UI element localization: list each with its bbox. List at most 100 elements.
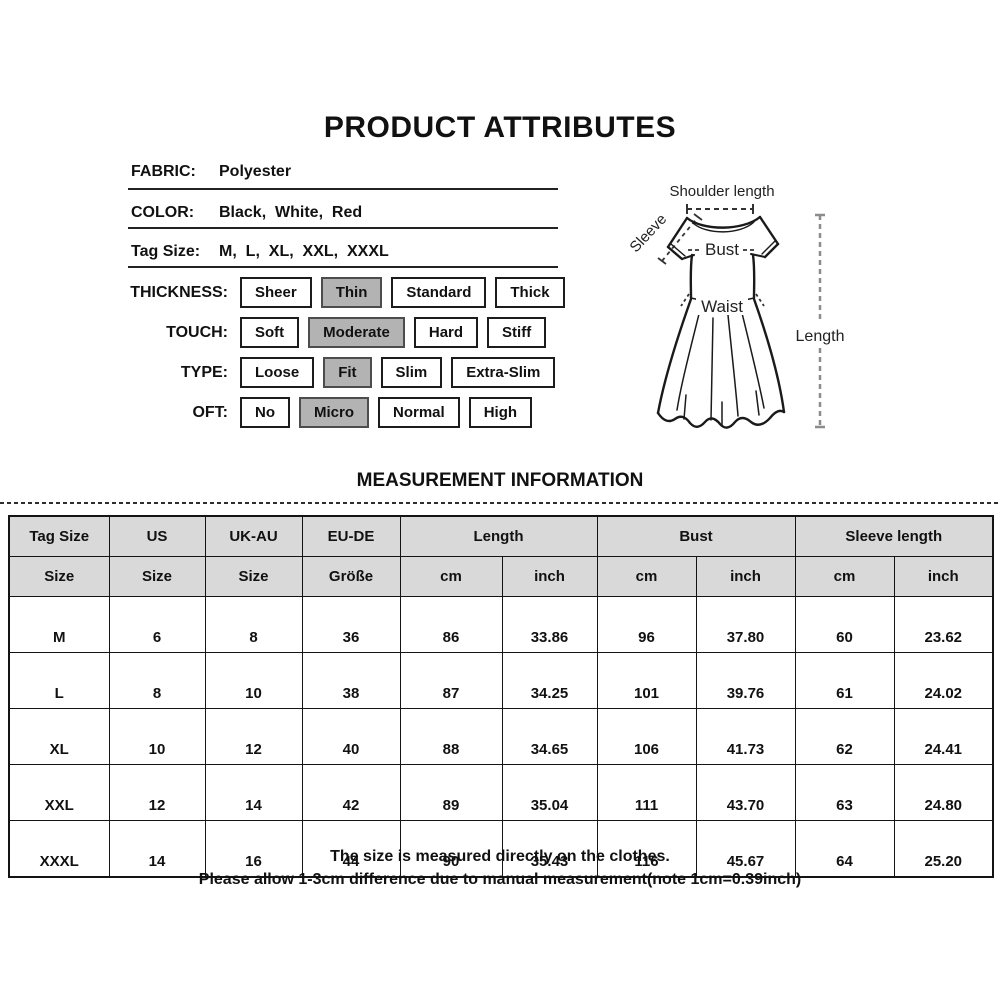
table-cell: M: [8, 596, 110, 653]
sleeve-label: Sleeve: [627, 211, 671, 256]
col-group-header: Sleeve length: [794, 515, 994, 557]
option-row: TOUCH: Soft Moderate Hard Stiff: [0, 317, 580, 348]
table-cell: 89: [399, 764, 503, 821]
choice-button-slim[interactable]: Slim: [380, 357, 443, 388]
table-cell: 86: [399, 596, 503, 653]
option-label: OFT:: [192, 404, 228, 421]
spec-row: Tag Size: M, L, XL, XXL, XXXL: [128, 240, 558, 268]
col-sub-header: inch: [893, 556, 994, 597]
choice-button-normal[interactable]: Normal: [378, 397, 460, 428]
table-cell: 24.41: [893, 708, 994, 765]
choice-button-micro[interactable]: Micro: [299, 397, 370, 428]
measurement-note: Please allow 1-3cm difference due to man…: [198, 871, 802, 888]
table-cell: 64: [794, 820, 895, 878]
table-cell: 39.76: [695, 652, 796, 709]
table-cell: 41.73: [695, 708, 796, 765]
table-cell: 62: [794, 708, 895, 765]
table-cell: 33.86: [501, 596, 598, 653]
table-cell: 45.67: [695, 820, 796, 878]
table-cell: 43.70: [695, 764, 796, 821]
spec-value: Polyester: [219, 163, 292, 180]
choice-button-standard[interactable]: Standard: [391, 277, 487, 308]
option-choices: No Micro Normal High: [240, 397, 533, 428]
spec-row: FABRIC: Polyester: [128, 160, 558, 190]
measurement-title: MEASUREMENT INFORMATION: [356, 470, 644, 491]
col-group-header: Bust: [596, 515, 796, 557]
table-cell: 34.25: [501, 652, 598, 709]
option-row: OFT: No Micro Normal High: [0, 397, 580, 428]
col-sub-header: inch: [501, 556, 598, 597]
table-row: XXXL 14 16 44 90 35.43 116 45.67 64 25.20: [8, 820, 994, 878]
choice-button-high[interactable]: High: [468, 397, 533, 428]
table-cell: 60: [794, 596, 895, 653]
table-cell: 8: [108, 652, 206, 709]
table-cell: 10: [204, 652, 303, 709]
spec-row: COLOR: Black, White, Red: [128, 201, 558, 229]
col-group-header: EU-DE: [301, 515, 401, 557]
table-cell: 14: [108, 820, 206, 878]
table-cell: 10: [108, 708, 206, 765]
table-cell: 90: [399, 820, 503, 878]
option-row: TYPE: Loose Fit Slim Extra-Slim: [0, 357, 580, 388]
measurement-note: The size is measured directly on the clo…: [330, 848, 670, 865]
table-cell: XXL: [8, 764, 110, 821]
col-sub-header: inch: [695, 556, 796, 597]
size-table: Tag Size US UK-AU EU-DE Length Bust Sleeve len…: [8, 515, 995, 878]
choice-button-hard[interactable]: Hard: [413, 317, 479, 348]
waist-label: Waist: [701, 297, 743, 316]
choice-button-thin[interactable]: Thin: [320, 277, 383, 308]
table-cell: 24.02: [893, 652, 994, 709]
choice-button-soft[interactable]: Soft: [240, 317, 300, 348]
bust-label: Bust: [705, 240, 739, 259]
option-choices: Soft Moderate Hard Stiff: [240, 317, 547, 348]
table-cell: 37.80: [695, 596, 796, 653]
choice-button-fit[interactable]: Fit: [323, 357, 372, 388]
col-group-header: US: [108, 515, 206, 557]
col-sub-header: cm: [794, 556, 895, 597]
col-sub-header: Größe: [301, 556, 401, 597]
col-sub-header: cm: [399, 556, 503, 597]
table-cell: 6: [108, 596, 206, 653]
dress-measurement-diagram: Shoulder length Sleeve: [627, 183, 845, 429]
choice-button-loose[interactable]: Loose: [240, 357, 315, 388]
col-sub-header: Size: [108, 556, 206, 597]
length-label: Length: [796, 328, 845, 345]
table-cell: 88: [399, 708, 503, 765]
table-row: XL 10 12 40 88 34.65 106 41.73 62 24.41: [8, 708, 994, 765]
table-cell: 40: [301, 708, 401, 765]
col-sub-header: Size: [8, 556, 110, 597]
col-sub-header: cm: [596, 556, 697, 597]
table-cell: 16: [204, 820, 303, 878]
col-sub-header: Size: [204, 556, 303, 597]
option-list: THICKNESS: Sheer Thin Standard Thick TOUCH: So…: [0, 277, 580, 437]
spec-label: FABRIC:: [131, 163, 196, 180]
table-row: M 6 8 36 86 33.86 96 37.80 60 23.62: [8, 596, 994, 653]
spec-list: FABRIC: Polyester COLOR: Black, White, Red T…: [128, 160, 558, 279]
shoulder-length-label: Shoulder length: [669, 183, 774, 200]
table-cell: L: [8, 652, 110, 709]
choice-button-thick[interactable]: Thick: [495, 277, 565, 308]
option-row: THICKNESS: Sheer Thin Standard Thick: [0, 277, 580, 308]
table-cell: 61: [794, 652, 895, 709]
table-cell: 116: [596, 820, 697, 878]
choice-button-moderate[interactable]: Moderate: [308, 317, 405, 348]
table-cell: 35.04: [501, 764, 598, 821]
choice-button-sheer[interactable]: Sheer: [240, 277, 312, 308]
page-title: PRODUCT ATTRIBUTES: [323, 111, 677, 144]
choice-button-extra-slim[interactable]: Extra-Slim: [451, 357, 556, 388]
table-cell: 96: [596, 596, 697, 653]
table-cell: 101: [596, 652, 697, 709]
table-cell: 36: [301, 596, 401, 653]
choice-button-stiff[interactable]: Stiff: [487, 317, 547, 348]
choice-button-no[interactable]: No: [240, 397, 290, 428]
table-cell: 12: [108, 764, 206, 821]
col-group-header: UK-AU: [204, 515, 303, 557]
table-cell: 23.62: [893, 596, 994, 653]
option-choices: Loose Fit Slim Extra-Slim: [240, 357, 556, 388]
table-cell: 34.65: [501, 708, 598, 765]
table-cell: 8: [204, 596, 303, 653]
table-cell: 12: [204, 708, 303, 765]
table-cell: 87: [399, 652, 503, 709]
table-cell: 111: [596, 764, 697, 821]
